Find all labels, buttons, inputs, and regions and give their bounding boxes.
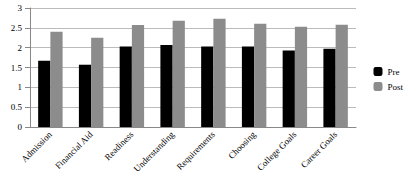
svg-text:Admission: Admission <box>19 129 54 164</box>
svg-text:Career Goals: Career Goals <box>299 129 340 170</box>
svg-text:Pre: Pre <box>387 67 399 77</box>
svg-text:0: 0 <box>18 122 23 132</box>
svg-text:College Goals: College Goals <box>255 129 299 173</box>
svg-text:Post: Post <box>387 82 403 92</box>
svg-text:2: 2 <box>18 43 23 53</box>
svg-text:1: 1 <box>18 82 23 92</box>
svg-text:Financial Aid: Financial Aid <box>53 129 95 171</box>
svg-text:Requirements: Requirements <box>175 129 218 172</box>
svg-text:Choosing: Choosing <box>226 129 258 161</box>
svg-text:Understanding: Understanding <box>132 129 177 174</box>
svg-text:0.5: 0.5 <box>11 102 23 112</box>
svg-text:2.5: 2.5 <box>11 23 23 33</box>
svg-text:1.5: 1.5 <box>11 63 23 73</box>
svg-text:3: 3 <box>18 3 23 13</box>
svg-text:Readiness: Readiness <box>103 129 136 162</box>
